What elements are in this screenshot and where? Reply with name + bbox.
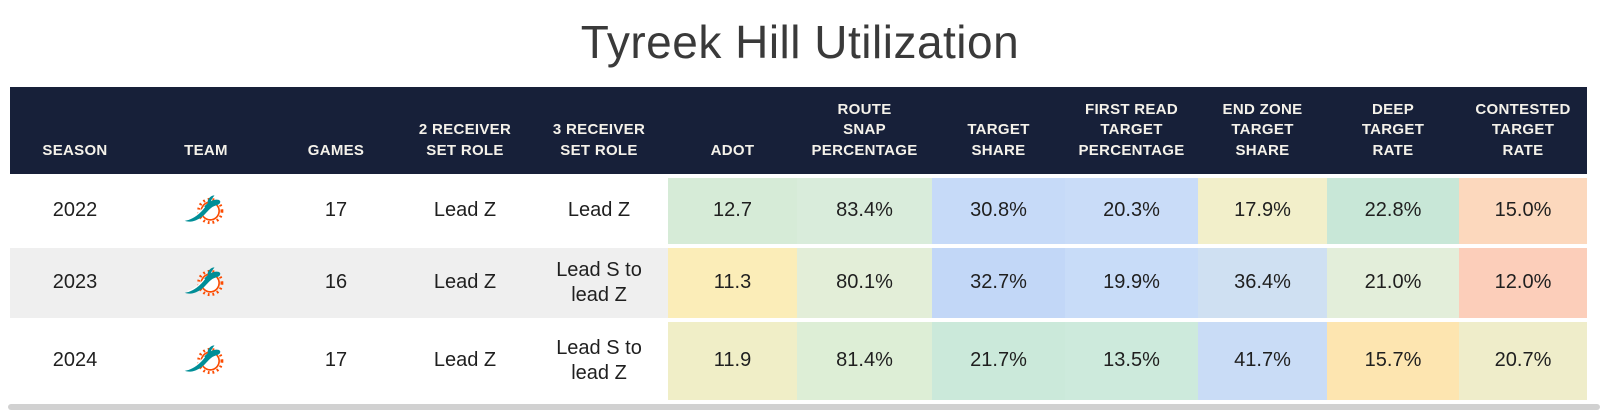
deep-target-cell: 21.0% [1327,247,1459,318]
role3-cell: Lead Z [567,199,631,222]
first-read-cell: 19.9% [1065,247,1198,318]
column-header-3-receiver-set-role: 3 RECEIVER SET ROLE [530,86,668,174]
end-zone-cell: 36.4% [1198,247,1327,318]
target-share-cell: 21.7% [932,321,1065,400]
column-header-games: GAMES [272,86,400,174]
season-cell: 2022 [52,199,98,222]
header-row: SEASON TEAM GAMES 2 RECEIVER SET ROLE 3 … [10,86,1587,174]
season-cell: 2023 [10,247,140,318]
column-header-season: SEASON [10,86,140,174]
miami-dolphins-logo-icon [184,345,224,374]
season-cell: 2024 [52,349,98,372]
contested-target-cell: 12.0% [1459,247,1587,318]
column-header-deep-target-rate: DEEP TARGET RATE [1327,86,1459,174]
column-header-target-share: TARGET SHARE [932,86,1065,174]
first-read-cell: 13.5% [1065,321,1198,400]
table-row-2024: 2024 17 Lead Z Lead S to lead Z 11.9 81.… [10,321,1587,400]
column-header-adot: ADOT [668,86,797,174]
deep-target-cell: 22.8% [1327,177,1459,244]
role3-cell: Lead S to lead Z [530,247,668,318]
adot-cell: 11.9 [668,321,797,400]
utilization-table: SEASON TEAM GAMES 2 RECEIVER SET ROLE 3 … [10,83,1587,404]
team-cell [140,322,272,400]
miami-dolphins-logo-icon [184,267,224,296]
horizontal-scrollbar[interactable] [8,403,1600,410]
table-row-2022: 2022 17 Lead Z Lead Z 12.7 83.4% 30.8% 2… [10,177,1587,244]
page-title: Tyreek Hill Utilization [580,16,1020,68]
route-snap-cell: 81.4% [797,321,932,400]
team-cell [140,178,272,244]
table-row-2023: 2023 16 Lead Z Lead S to lead Z 11.3 80.… [10,247,1587,318]
column-header-team: TEAM [140,86,272,174]
role2-cell: Lead Z [433,199,497,222]
route-snap-cell: 83.4% [797,177,932,244]
end-zone-cell: 41.7% [1198,321,1327,400]
column-header-route-snap-percentage: ROUTE SNAP PERCENTAGE [797,86,932,174]
target-share-cell: 32.7% [932,247,1065,318]
adot-cell: 12.7 [668,177,797,244]
role3-cell: Lead S to lead Z [556,336,642,384]
role2-cell: Lead Z [400,247,530,318]
column-header-contested-target-rate: CONTESTED TARGET RATE [1459,86,1587,174]
column-header-end-zone-target-share: END ZONE TARGET SHARE [1198,86,1327,174]
route-snap-cell: 80.1% [797,247,932,318]
adot-cell: 11.3 [668,247,797,318]
column-header-first-read-target-percentage: FIRST READ TARGET PERCENTAGE [1065,86,1198,174]
column-header-2-receiver-set-role: 2 RECEIVER SET ROLE [400,86,530,174]
team-cell [140,247,272,318]
games-cell: 17 [324,199,348,222]
contested-target-cell: 20.7% [1459,321,1587,400]
games-cell: 17 [324,349,348,372]
deep-target-cell: 15.7% [1327,321,1459,400]
contested-target-cell: 15.0% [1459,177,1587,244]
first-read-cell: 20.3% [1065,177,1198,244]
target-share-cell: 30.8% [932,177,1065,244]
end-zone-cell: 17.9% [1198,177,1327,244]
miami-dolphins-logo-icon [184,195,224,224]
role2-cell: Lead Z [433,349,497,372]
games-cell: 16 [272,247,400,318]
